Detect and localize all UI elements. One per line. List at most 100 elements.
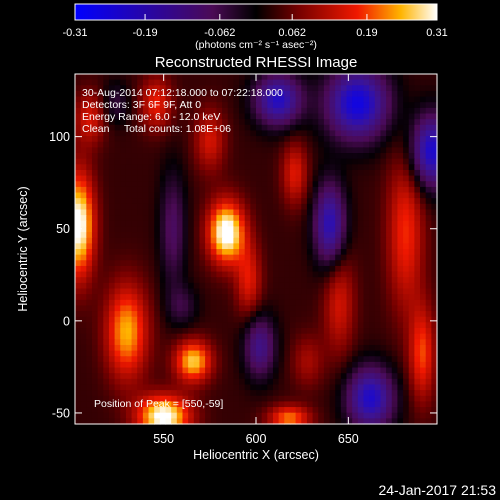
heatmap-cell	[227, 316, 234, 323]
heatmap-cell	[357, 316, 365, 323]
heatmap-cell	[227, 130, 234, 137]
heatmap-cell	[171, 361, 178, 369]
heatmap-cell	[239, 107, 246, 115]
heatmap-cell	[318, 271, 325, 278]
heatmap-cell	[165, 254, 172, 261]
heatmap-cell	[227, 299, 234, 307]
heatmap-cell	[114, 271, 121, 278]
heatmap-cell	[329, 203, 336, 211]
heatmap-cell	[414, 373, 421, 380]
heatmap-cell	[289, 367, 297, 374]
heatmap-cell	[261, 305, 268, 312]
heatmap-cell	[239, 339, 246, 346]
heatmap-cell	[108, 226, 116, 233]
heatmap-cell	[380, 316, 387, 323]
heatmap-cell	[267, 96, 274, 103]
heatmap-cell	[414, 260, 421, 267]
heatmap-cell	[312, 344, 319, 352]
heatmap-cell	[148, 249, 155, 256]
heatmap-cell	[193, 107, 201, 115]
heatmap-cell	[216, 344, 223, 352]
heatmap-cell	[148, 141, 155, 148]
heatmap-cell	[425, 311, 432, 318]
heatmap-cell	[233, 294, 240, 301]
heatmap-cell	[357, 260, 365, 267]
heatmap-cell	[352, 186, 359, 194]
heatmap-cell	[284, 311, 291, 318]
heatmap-cell	[414, 339, 421, 346]
heatmap-cell	[272, 322, 280, 329]
heatmap-cell	[154, 119, 161, 126]
heatmap-cell	[244, 339, 251, 346]
heatmap-cell	[312, 96, 319, 103]
heatmap-cell	[244, 215, 251, 222]
heatmap-cell	[369, 130, 376, 137]
heatmap-cell	[284, 203, 291, 211]
heatmap-cell	[239, 175, 246, 182]
heatmap-cell	[227, 418, 234, 425]
heatmap-cell	[267, 192, 274, 199]
heatmap-cell	[210, 164, 218, 171]
heatmap-cell	[142, 384, 150, 391]
heatmap-cell	[80, 102, 87, 109]
heatmap-cell	[420, 141, 427, 148]
heatmap-cell	[386, 107, 393, 115]
heatmap-cell	[80, 232, 87, 239]
heatmap-cell	[176, 181, 184, 188]
heatmap-cell	[284, 153, 291, 160]
heatmap-cell	[125, 192, 133, 199]
heatmap-cell	[261, 181, 268, 188]
heatmap-cell	[75, 153, 82, 160]
heatmap-cell	[75, 209, 82, 216]
heatmap-cell	[272, 367, 280, 374]
heatmap-cell	[233, 305, 240, 312]
heatmap-cell	[193, 356, 201, 363]
heatmap-cell	[193, 418, 201, 425]
heatmap-cell	[97, 237, 104, 244]
heatmap-cell	[420, 311, 427, 318]
heatmap-cell	[222, 164, 229, 171]
heatmap-cell	[159, 158, 167, 165]
heatmap-cell	[216, 412, 223, 419]
heatmap-cell	[352, 367, 359, 374]
heatmap-cell	[431, 85, 438, 92]
heatmap-cell	[193, 186, 201, 194]
heatmap-cell	[295, 390, 302, 397]
heatmap-cell	[75, 350, 82, 357]
heatmap-cell	[386, 265, 393, 273]
heatmap-cell	[142, 164, 150, 171]
heatmap-cell	[75, 96, 82, 103]
heatmap-cell	[306, 175, 314, 182]
heatmap-cell	[289, 192, 297, 199]
heatmap-cell	[420, 209, 427, 216]
heatmap-cell	[91, 79, 99, 86]
heatmap-cell	[182, 74, 189, 81]
heatmap-cell	[125, 282, 133, 290]
heatmap-cell	[165, 271, 172, 278]
heatmap-cell	[210, 378, 218, 386]
heatmap-cell	[182, 407, 189, 414]
heatmap-cell	[306, 203, 314, 211]
heatmap-cell	[165, 339, 172, 346]
heatmap-cell	[284, 74, 291, 81]
heatmap-cell	[103, 130, 110, 137]
heatmap-cell	[142, 186, 150, 194]
heatmap-cell	[80, 243, 87, 250]
heatmap-cell	[165, 124, 172, 132]
heatmap-cell	[131, 226, 138, 233]
heatmap-cell	[154, 254, 161, 261]
heatmap-cell	[193, 299, 201, 307]
heatmap-cell	[108, 401, 116, 408]
heatmap-cell	[125, 299, 133, 307]
heatmap-cell	[250, 316, 257, 323]
heatmap-cell	[182, 384, 189, 391]
heatmap-cell	[114, 169, 121, 177]
heatmap-cell	[148, 361, 155, 369]
heatmap-cell	[193, 198, 201, 205]
heatmap-cell	[165, 373, 172, 380]
heatmap-cell	[171, 203, 178, 211]
heatmap-cell	[222, 203, 229, 211]
heatmap-cell	[188, 333, 195, 340]
heatmap-cell	[431, 186, 438, 194]
heatmap-cell	[120, 378, 127, 386]
